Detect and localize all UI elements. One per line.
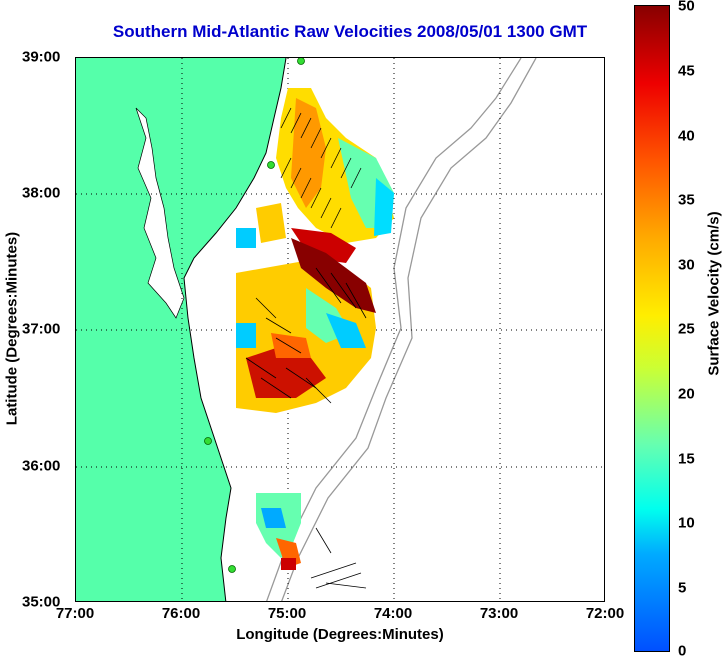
y-tick-label: 38:00 xyxy=(22,184,61,202)
station-marker xyxy=(297,58,305,65)
colorbar-tick: 45 xyxy=(678,62,695,80)
x-tick-label: 72:00 xyxy=(585,605,625,622)
radar-stations xyxy=(204,58,305,573)
colorbar-label: Surface Velocity (cm/s) xyxy=(705,211,723,376)
colorbar xyxy=(634,5,670,652)
colorbar-tick: 40 xyxy=(678,127,695,145)
x-tick-label: 77:00 xyxy=(55,605,95,622)
velocity-vectors xyxy=(245,107,367,589)
colorbar-tick: 50 xyxy=(678,0,695,15)
y-tick-label: 36:00 xyxy=(22,457,61,475)
map-plot-area xyxy=(75,57,605,602)
colorbar-tick: 30 xyxy=(678,256,695,274)
colorbar-tick: 25 xyxy=(678,320,695,338)
x-tick-label: 76:00 xyxy=(161,605,201,622)
colorbar-tick: 5 xyxy=(678,579,687,597)
y-axis-label: Latitude (Degrees:Minutes) xyxy=(3,231,21,426)
bathymetry-contour xyxy=(266,58,522,601)
y-tick-label: 35:00 xyxy=(22,593,61,611)
velocity-field-north xyxy=(236,88,394,263)
coastline xyxy=(183,58,287,601)
x-tick-label: 75:00 xyxy=(267,605,307,622)
x-axis-label: Longitude (Degrees:Minutes) xyxy=(236,626,444,643)
y-tick-label: 39:00 xyxy=(22,48,61,66)
y-tick-label: 37:00 xyxy=(22,320,61,338)
velocity-field-south xyxy=(256,493,301,570)
colorbar-tick: 10 xyxy=(678,514,695,532)
colorbar-tick: 0 xyxy=(678,642,687,660)
station-marker xyxy=(228,565,236,573)
station-marker xyxy=(204,437,212,445)
x-tick-label: 74:00 xyxy=(373,605,413,622)
station-marker xyxy=(267,161,275,169)
colorbar-tick: 20 xyxy=(678,385,695,403)
colorbar-tick: 15 xyxy=(678,450,695,468)
colorbar-tick: 35 xyxy=(678,191,695,209)
chesapeake-bay xyxy=(135,107,185,319)
map-title: Southern Mid-Atlantic Raw Velocities 200… xyxy=(112,22,588,41)
x-tick-label: 73:00 xyxy=(479,605,519,622)
map-svg xyxy=(76,58,604,601)
bathymetry-contour xyxy=(281,58,537,601)
velocity-field-middle xyxy=(236,238,376,413)
